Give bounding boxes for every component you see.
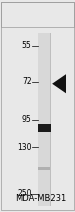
Bar [1,2,74,27]
Bar [50,33,51,206]
Bar [38,167,50,170]
Bar [38,33,51,206]
Text: 95: 95 [22,115,32,124]
Text: MDA-MB231: MDA-MB231 [16,194,67,203]
Text: 72: 72 [22,77,32,86]
Text: 130: 130 [17,143,32,152]
Polygon shape [52,74,66,93]
Text: 250: 250 [17,190,32,198]
Bar [38,124,51,132]
Text: 55: 55 [22,41,32,50]
